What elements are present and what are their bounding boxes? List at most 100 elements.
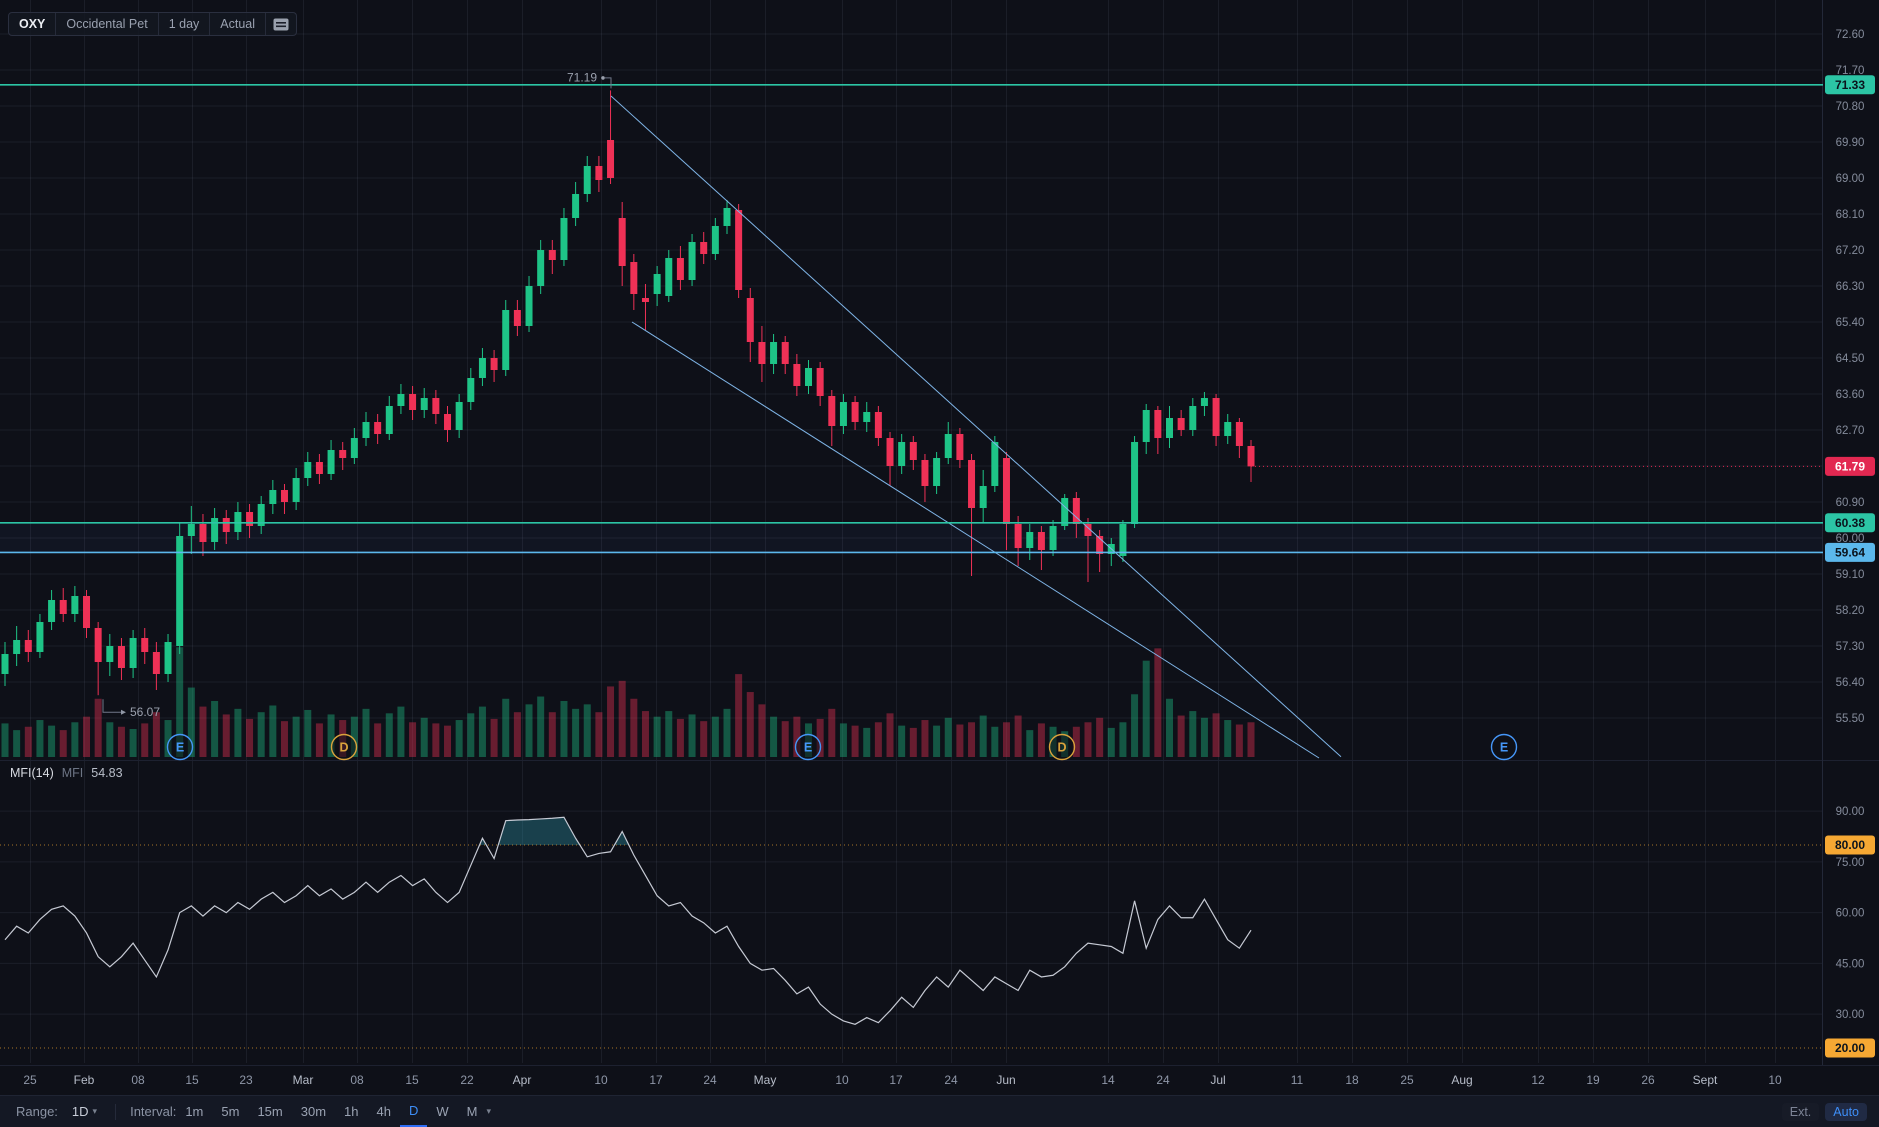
time-axis-label: 10	[835, 1073, 849, 1087]
series-menu-button[interactable]	[266, 13, 296, 35]
time-axis-label: Jun	[996, 1073, 1016, 1087]
dividend-marker-icon	[1048, 733, 1076, 761]
interval-1mo[interactable]: M	[466, 1103, 478, 1119]
time-axis-label: 10	[594, 1073, 608, 1087]
series-type-label[interactable]: Actual	[210, 13, 267, 35]
svg-text:65.40: 65.40	[1836, 317, 1865, 329]
svg-text:58.20: 58.20	[1836, 605, 1865, 617]
price-axis[interactable]: 72.60 71.70 70.80 69.90 69.00 68.10 67.20 66.30…	[1836, 29, 1865, 1021]
axis-badges: 71.33 60.38 59.64 61.79 80.00 20.00	[1825, 75, 1875, 1058]
indicator-name[interactable]: MFI(14)	[10, 766, 54, 780]
time-axis-label: 08	[350, 1073, 364, 1087]
series-menu-icon	[273, 18, 289, 30]
svg-text:E: E	[804, 741, 812, 755]
symbol-ticker[interactable]: OXY	[9, 13, 57, 35]
time-axis-label: 26	[1641, 1073, 1655, 1087]
svg-text:E: E	[176, 741, 184, 755]
interval-1m[interactable]: 1m	[185, 1103, 204, 1119]
trendlines[interactable]	[610, 95, 1342, 759]
time-axis-label: Mar	[292, 1073, 314, 1087]
interval-5m[interactable]: 5m	[221, 1103, 240, 1119]
time-axis-label: 17	[649, 1073, 663, 1087]
svg-text:71.19: 71.19	[567, 70, 597, 84]
svg-text:80.00: 80.00	[1835, 838, 1865, 852]
interval-30m[interactable]: 30m	[300, 1103, 327, 1119]
time-axis-label: Apr	[512, 1073, 532, 1087]
symbol-company-name[interactable]: Occidental Pet	[56, 13, 159, 35]
auto-scale-button[interactable]: Auto	[1825, 1102, 1867, 1121]
mfi-layer	[0, 816, 1823, 1049]
svg-text:90.00: 90.00	[1836, 806, 1865, 818]
svg-text:61.79: 61.79	[1835, 459, 1865, 473]
time-axis-label: Jul	[1210, 1073, 1226, 1087]
bottom-toolbar: Range: 1D ▾ Interval: 1m 5m 15m 30m 1h 4…	[0, 1095, 1879, 1127]
range-value: 1D	[71, 1104, 89, 1119]
time-axis-label: Feb	[73, 1073, 95, 1087]
time-axis-label: 08	[131, 1073, 145, 1087]
chart-area[interactable]: E D E D E 71.19 56.07 72.60 71.70 70.80 69.90 69.00…	[0, 0, 1879, 1065]
interval-more-chevron-icon[interactable]: ▾	[486, 1106, 492, 1116]
time-axis-label: 25	[1400, 1073, 1414, 1087]
earnings-marker-icon	[1490, 733, 1518, 761]
svg-text:E: E	[1500, 741, 1508, 755]
time-axis-label: 12	[1531, 1073, 1545, 1087]
interval-label: Interval:	[130, 1104, 177, 1119]
time-axis-label: 14	[1101, 1073, 1115, 1087]
svg-text:60.00: 60.00	[1836, 908, 1865, 920]
time-axis-label: 19	[1586, 1073, 1600, 1087]
interval-4h[interactable]: 4h	[376, 1103, 391, 1119]
price-badge	[1825, 75, 1875, 95]
svg-text:70.80: 70.80	[1836, 101, 1865, 113]
symbol-legend: OXY Occidental Pet 1 day Actual	[8, 12, 298, 36]
price-badge	[1825, 513, 1875, 533]
svg-text:D: D	[1057, 741, 1066, 755]
range-select[interactable]: 1D ▾	[72, 1104, 97, 1119]
svg-text:68.10: 68.10	[1836, 209, 1865, 221]
interval-1w[interactable]: W	[436, 1103, 449, 1119]
price-lines[interactable]	[0, 84, 1823, 554]
svg-text:20.00: 20.00	[1835, 1041, 1865, 1055]
svg-text:75.00: 75.00	[1836, 857, 1865, 869]
time-axis-label: Aug	[1451, 1073, 1473, 1087]
time-axis-label: 22	[460, 1073, 474, 1087]
interval-1h[interactable]: 1h	[344, 1103, 359, 1119]
svg-text:69.00: 69.00	[1836, 173, 1865, 185]
chevron-down-icon: ▾	[92, 1106, 98, 1116]
time-axis-label: 25	[23, 1073, 37, 1087]
svg-text:69.90: 69.90	[1836, 137, 1865, 149]
svg-text:56.40: 56.40	[1836, 677, 1865, 689]
time-axis-label: 24	[703, 1073, 717, 1087]
earnings-marker-icon	[166, 733, 194, 761]
interval-15m[interactable]: 15m	[257, 1103, 283, 1119]
chart-canvas[interactable]: E D E D E 71.19 56.07 72.60 71.70 70.80 69.90 69.00…	[0, 0, 1879, 1065]
time-axis-label: 23	[239, 1073, 253, 1087]
svg-text:D: D	[339, 741, 348, 755]
time-axis-label: 17	[889, 1073, 903, 1087]
indicator-legend: MFI(14) MFI 54.83	[10, 766, 123, 780]
time-axis-label: Sept	[1692, 1073, 1718, 1087]
interval-1d[interactable]: D	[399, 1096, 428, 1127]
price-badge	[1825, 542, 1875, 562]
timeframe-label[interactable]: 1 day	[159, 13, 211, 35]
time-axis-label: 15	[185, 1073, 199, 1087]
price-callouts: 71.19 56.07	[102, 70, 612, 719]
svg-text:59.64: 59.64	[1835, 545, 1865, 559]
time-axis-label: May	[753, 1073, 777, 1087]
svg-text:62.70: 62.70	[1836, 425, 1865, 437]
dividend-marker-icon	[330, 733, 358, 761]
volume-layer	[1, 647, 1255, 757]
time-axis-label: 24	[1156, 1073, 1170, 1087]
svg-text:60.90: 60.90	[1836, 497, 1865, 509]
svg-text:57.30: 57.30	[1836, 641, 1865, 653]
support-band	[0, 522, 1823, 553]
indicator-series-label: MFI	[61, 766, 84, 780]
extended-hours-button[interactable]: Ext.	[1781, 1102, 1820, 1121]
time-axis-label: 15	[405, 1073, 419, 1087]
indicator-value: 54.83	[91, 766, 123, 780]
time-axis[interactable]: 25 Feb 08 15 23 Mar 08 15 22 Apr 10 17 24 May 10 17 24 Ju…	[0, 1065, 1879, 1095]
svg-text:30.00: 30.00	[1836, 1009, 1865, 1021]
time-axis-label: 18	[1345, 1073, 1359, 1087]
svg-text:71.70: 71.70	[1836, 65, 1865, 77]
